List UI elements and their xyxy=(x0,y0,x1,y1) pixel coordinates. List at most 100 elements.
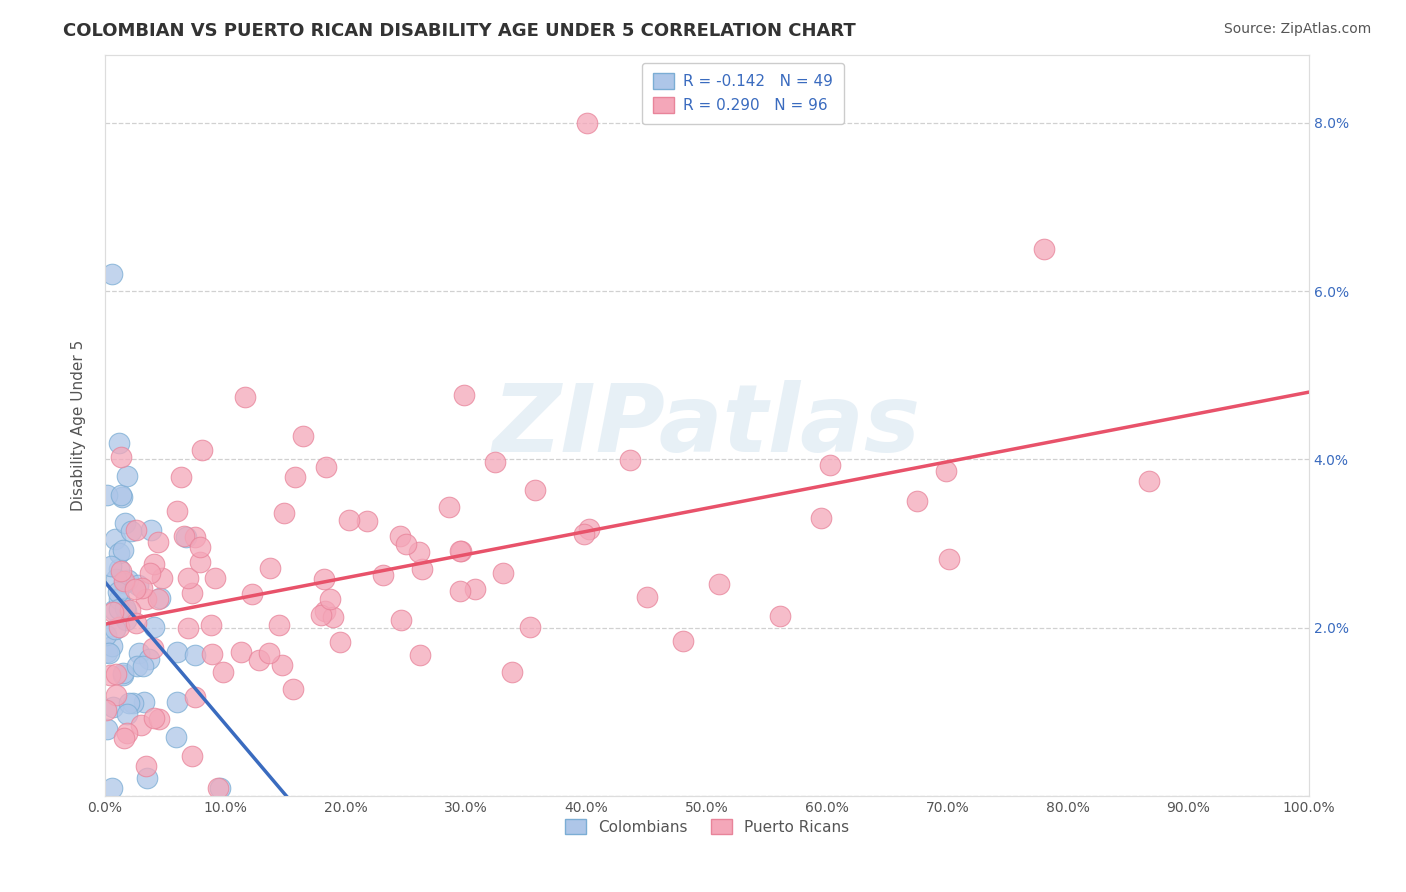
Point xyxy=(337,513,360,527)
Point xyxy=(131,581,153,595)
Point xyxy=(519,620,541,634)
Point xyxy=(212,665,235,679)
Point xyxy=(572,527,595,541)
Point xyxy=(166,695,188,709)
Point xyxy=(125,615,148,630)
Point xyxy=(124,523,146,537)
Point xyxy=(391,613,413,627)
Point xyxy=(100,559,122,574)
Point xyxy=(108,562,131,576)
Point xyxy=(101,780,124,795)
Point xyxy=(173,529,195,543)
Point xyxy=(484,455,506,469)
Point xyxy=(200,618,222,632)
Point xyxy=(118,697,141,711)
Point xyxy=(247,653,270,667)
Point xyxy=(112,574,135,588)
Point xyxy=(207,780,229,795)
Point xyxy=(149,591,172,605)
Point xyxy=(110,488,132,502)
Point xyxy=(177,621,200,635)
Point xyxy=(112,575,135,590)
Point xyxy=(142,557,165,571)
Point xyxy=(104,622,127,636)
Point xyxy=(115,604,138,618)
Point xyxy=(449,584,471,599)
Point xyxy=(818,458,841,472)
Point xyxy=(181,748,204,763)
Point xyxy=(524,483,547,497)
Point xyxy=(124,582,146,596)
Point xyxy=(267,618,290,632)
Point xyxy=(112,668,135,682)
Point xyxy=(314,572,336,586)
Point xyxy=(257,646,280,660)
Point xyxy=(108,620,131,634)
Point xyxy=(319,591,342,606)
Text: Source: ZipAtlas.com: Source: ZipAtlas.com xyxy=(1223,22,1371,37)
Point xyxy=(96,722,118,736)
Point xyxy=(270,657,292,672)
Point xyxy=(905,493,928,508)
Point xyxy=(439,500,461,514)
Point xyxy=(135,759,157,773)
Point xyxy=(283,682,305,697)
Point xyxy=(371,568,394,582)
Point xyxy=(938,551,960,566)
Point xyxy=(103,603,125,617)
Point xyxy=(188,541,211,555)
Point xyxy=(142,640,165,655)
Point xyxy=(204,570,226,584)
Point xyxy=(450,543,472,558)
Point xyxy=(111,490,134,504)
Point xyxy=(284,469,307,483)
Point xyxy=(121,696,143,710)
Point xyxy=(152,571,174,585)
Point xyxy=(115,614,138,628)
Point xyxy=(101,699,124,714)
Text: COLOMBIAN VS PUERTO RICAN DISABILITY AGE UNDER 5 CORRELATION CHART: COLOMBIAN VS PUERTO RICAN DISABILITY AGE… xyxy=(63,22,856,40)
Point xyxy=(139,566,162,580)
Point xyxy=(138,652,160,666)
Point xyxy=(132,658,155,673)
Point xyxy=(105,688,128,702)
Point xyxy=(395,537,418,551)
Point xyxy=(96,628,118,642)
Point xyxy=(177,571,200,585)
Point xyxy=(120,524,142,539)
Point xyxy=(174,530,197,544)
Y-axis label: Disability Age Under 5: Disability Age Under 5 xyxy=(72,340,86,511)
Point xyxy=(449,544,471,558)
Point xyxy=(170,470,193,484)
Point xyxy=(201,647,224,661)
Point xyxy=(148,534,170,549)
Point xyxy=(104,533,127,547)
Point xyxy=(112,543,135,558)
Point xyxy=(128,646,150,660)
Point xyxy=(105,667,128,681)
Point xyxy=(148,712,170,726)
Point xyxy=(1033,242,1056,256)
Point xyxy=(578,522,600,536)
Point xyxy=(184,530,207,544)
Point xyxy=(114,600,136,615)
Point xyxy=(96,703,118,717)
Point xyxy=(208,780,231,795)
Point xyxy=(935,464,957,478)
Point xyxy=(501,665,523,680)
Point xyxy=(108,435,131,450)
Point xyxy=(233,390,256,404)
Point xyxy=(188,555,211,569)
Point xyxy=(139,523,162,537)
Point xyxy=(636,590,658,604)
Point xyxy=(190,442,212,457)
Point xyxy=(453,387,475,401)
Point xyxy=(181,586,204,600)
Point xyxy=(96,488,118,502)
Point xyxy=(105,573,128,587)
Point xyxy=(110,564,132,578)
Point xyxy=(292,429,315,443)
Point xyxy=(146,592,169,607)
Point xyxy=(409,648,432,662)
Point xyxy=(356,514,378,528)
